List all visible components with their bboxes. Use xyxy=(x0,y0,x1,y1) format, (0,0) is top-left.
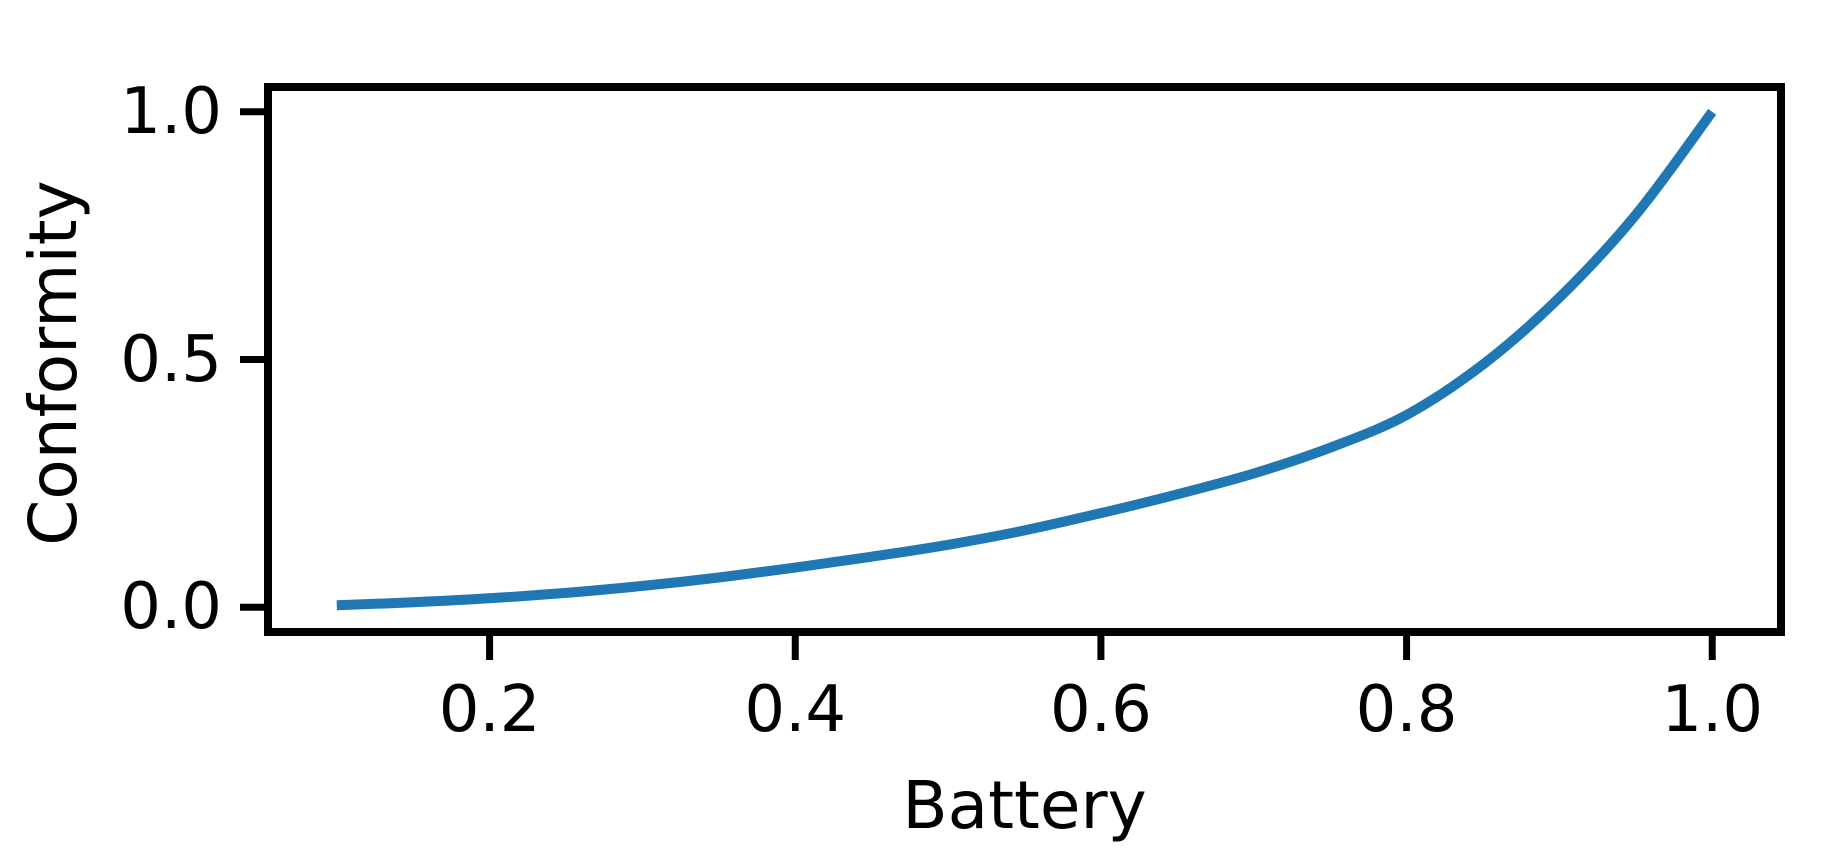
x-tick-label-0.2: 0.2 xyxy=(438,673,541,747)
x-tick-label-0.4: 0.4 xyxy=(744,673,847,747)
tick-marks xyxy=(240,108,1716,660)
y-tick-label-0.0: 0.0 xyxy=(120,570,222,645)
x-tick-label-1.0: 1.0 xyxy=(1661,673,1764,747)
x-axis-label: Battery xyxy=(902,767,1147,844)
conformity-curve xyxy=(336,108,1717,611)
y-axis-label: Conformity xyxy=(15,179,92,546)
y-tick-label-1.0: 1.0 xyxy=(120,74,222,149)
x-tick-label-0.6: 0.6 xyxy=(1050,673,1152,747)
y-tick-label-0.5: 0.5 xyxy=(120,322,222,397)
axes-frame xyxy=(264,83,1785,636)
x-tick-label-0.8: 0.8 xyxy=(1355,673,1458,747)
